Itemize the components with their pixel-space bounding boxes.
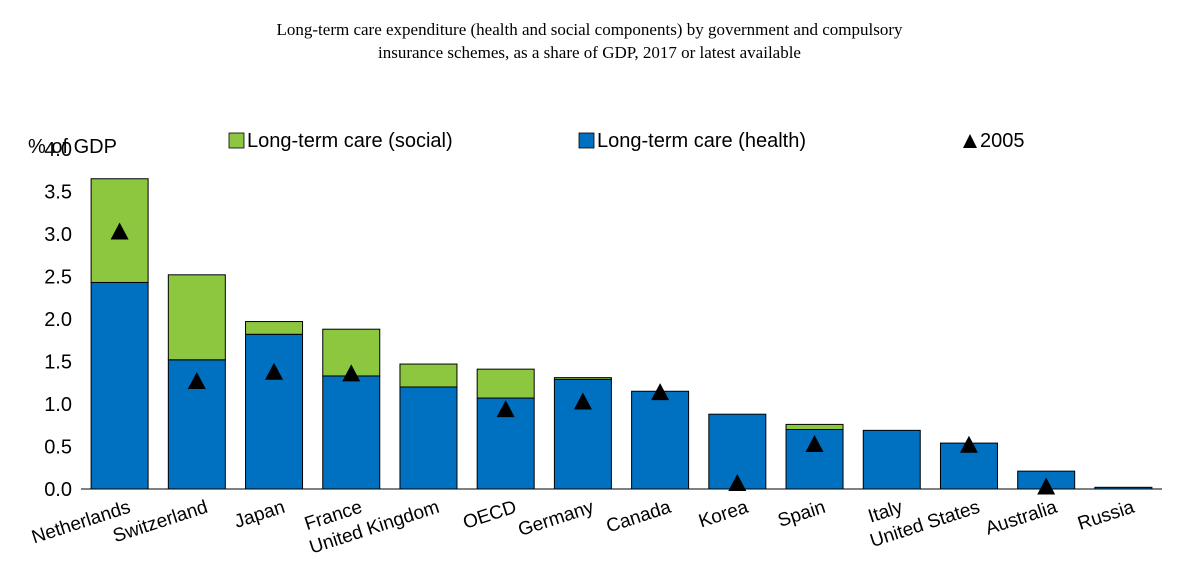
- marker-2005: [496, 400, 515, 418]
- y-tick-label: 2.5: [44, 267, 72, 289]
- legend-label-social: Long-term care (social): [247, 130, 453, 152]
- legend-label-health: Long-term care (health): [597, 130, 806, 152]
- bar-health: [90, 281, 149, 490]
- x-tick-label: Korea: [696, 497, 751, 533]
- bar-social: [553, 377, 612, 380]
- bar-health: [322, 375, 381, 490]
- x-tick-label: Spain: [775, 497, 828, 532]
- marker-2005: [959, 435, 978, 453]
- y-tick-label: 1.0: [44, 394, 72, 416]
- marker-2005: [265, 362, 284, 380]
- y-tick-label: 3.5: [44, 182, 72, 204]
- marker-2005: [342, 364, 361, 382]
- x-tick-label: Germany: [516, 497, 597, 541]
- legend-swatch-health: [578, 132, 595, 149]
- y-axis-label: % of GDP: [28, 136, 117, 158]
- bar-social: [476, 368, 535, 399]
- marker-2005: [728, 474, 747, 492]
- y-axis-ticks: 0.0 0.5 1.0 1.5 2.0 2.5 3.0 3.5 4.0: [44, 139, 72, 501]
- bars: [90, 178, 1153, 490]
- x-tick-label: Canada: [604, 497, 674, 538]
- marker-2005: [805, 434, 824, 452]
- y-tick-label: 4.0: [44, 139, 72, 161]
- bar-social: [785, 423, 844, 430]
- markers-2005: [110, 222, 1056, 495]
- bar-social: [245, 321, 304, 335]
- y-tick-label: 0.0: [44, 479, 72, 501]
- bar-health: [631, 390, 690, 490]
- y-tick-label: 1.5: [44, 352, 72, 374]
- legend-label-2005: 2005: [980, 130, 1025, 152]
- y-tick-label: 2.0: [44, 309, 72, 331]
- marker-2005: [1037, 477, 1056, 495]
- y-tick-label: 0.5: [44, 437, 72, 459]
- bar-health: [399, 386, 458, 490]
- y-tick-label: 3.0: [44, 224, 72, 246]
- x-tick-label: Russia: [1075, 497, 1137, 535]
- chart-title: Long-term care expenditure (health and s…: [0, 18, 1179, 64]
- bar-social: [167, 274, 226, 361]
- chart-title-line-2: insurance schemes, as a share of GDP, 20…: [378, 43, 801, 62]
- legend-swatch-social: [228, 132, 245, 149]
- chart-title-line-1: Long-term care expenditure (health and s…: [276, 20, 903, 39]
- bar-health: [862, 429, 921, 490]
- bar-health: [245, 333, 304, 490]
- x-tick-label: Japan: [232, 497, 288, 533]
- legend-triangle-icon: [963, 134, 977, 148]
- x-tick-label: OECD: [461, 497, 520, 534]
- marker-2005: [187, 372, 206, 390]
- marker-2005: [573, 392, 592, 410]
- legend: Long-term care (social) Long-term care (…: [228, 130, 1025, 152]
- x-tick-label: Australia: [983, 497, 1060, 540]
- bar-social: [399, 363, 458, 388]
- marker-2005: [110, 222, 129, 240]
- marker-2005: [651, 383, 670, 401]
